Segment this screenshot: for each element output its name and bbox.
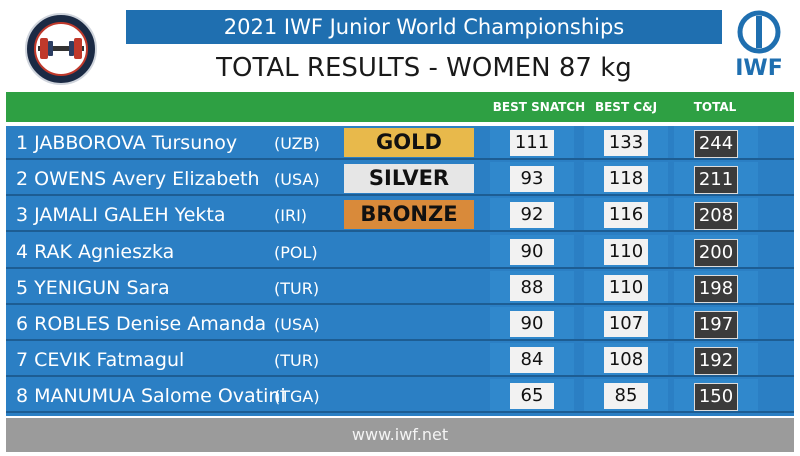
best-cj-value: 116 bbox=[604, 202, 648, 229]
athlete-nation: (TUR) bbox=[274, 351, 320, 371]
athlete-nation: (IRI) bbox=[274, 206, 308, 226]
total-value: 208 bbox=[694, 202, 738, 231]
athlete-name: 2 OWENS Avery Elizabeth bbox=[16, 168, 260, 191]
row-divider bbox=[6, 375, 794, 378]
best-snatch-value: 93 bbox=[510, 166, 554, 193]
table-row: 4 RAK Agnieszka (POL) 90 110 200 bbox=[6, 234, 794, 269]
best-snatch-value: 88 bbox=[510, 274, 554, 301]
footer-url: www.iwf.net bbox=[351, 425, 449, 444]
best-cj-value: 107 bbox=[604, 311, 648, 337]
athlete-nation: (UZB) bbox=[274, 134, 320, 153]
row-divider bbox=[6, 411, 794, 414]
total-value: 200 bbox=[694, 238, 738, 267]
results-board: 2021 IWF Junior World Championships TOTA… bbox=[6, 4, 794, 452]
athlete-nation: (TUR) bbox=[274, 278, 320, 298]
results-table: 1 JABBOROVA Tursunoy (UZB) GOLD 111 133 244 2 … bbox=[6, 126, 794, 416]
athlete-nation: (USA) bbox=[274, 315, 320, 334]
championship-logo-icon bbox=[25, 13, 97, 85]
athlete-nation: (TGA) bbox=[274, 387, 320, 407]
row-divider bbox=[6, 302, 794, 305]
medal-badge: BRONZE bbox=[344, 200, 474, 230]
best-snatch-value: 111 bbox=[510, 130, 554, 156]
table-row: 1 JABBOROVA Tursunoy (UZB) GOLD 111 133 244 bbox=[6, 126, 794, 160]
athlete-name: 7 CEVIK Fatmagul bbox=[16, 349, 185, 372]
table-row: 3 JAMALI GALEH Yekta (IRI) BRONZE 92 116 208 bbox=[6, 198, 794, 233]
table-row: 6 ROBLES Denise Amanda (USA) 90 107 197 bbox=[6, 307, 794, 341]
page-title: TOTAL RESULTS - WOMEN 87 kg bbox=[216, 53, 632, 83]
iwf-emblem-icon bbox=[737, 10, 781, 54]
table-row: 5 YENIGUN Sara (TUR) 88 110 198 bbox=[6, 270, 794, 305]
best-cj-value: 108 bbox=[604, 347, 648, 374]
row-divider bbox=[6, 266, 794, 269]
athlete-name: 8 MANUMUA Salome Ovatini bbox=[16, 385, 286, 408]
medal-badge: GOLD bbox=[344, 128, 474, 157]
athlete-name: 6 ROBLES Denise Amanda bbox=[16, 313, 267, 335]
total-value: 192 bbox=[694, 347, 738, 376]
athlete-nation: (USA) bbox=[274, 170, 320, 190]
best-cj-value: 110 bbox=[604, 238, 648, 265]
event-band: 2021 IWF Junior World Championships bbox=[126, 10, 722, 44]
column-header-row: BEST SNATCH BEST C&J TOTAL bbox=[6, 92, 794, 122]
athlete-nation: (POL) bbox=[274, 242, 318, 262]
row-divider bbox=[6, 230, 794, 233]
row-divider bbox=[6, 339, 794, 341]
medal-badge: SILVER bbox=[344, 164, 474, 194]
best-snatch-value: 84 bbox=[510, 347, 554, 374]
best-snatch-value: 90 bbox=[510, 311, 554, 337]
total-value: 244 bbox=[694, 130, 738, 158]
table-row: 8 MANUMUA Salome Ovatini (TGA) 65 85 150 bbox=[6, 379, 794, 414]
footer: www.iwf.net bbox=[6, 418, 794, 452]
best-cj-value: 85 bbox=[604, 383, 648, 410]
best-snatch-value: 90 bbox=[510, 238, 554, 265]
column-header-snatch: BEST SNATCH bbox=[492, 100, 586, 114]
row-divider bbox=[6, 158, 794, 160]
best-cj-value: 133 bbox=[604, 130, 648, 156]
athlete-name: 5 YENIGUN Sara bbox=[16, 276, 170, 299]
table-row: 2 OWENS Avery Elizabeth (USA) SILVER 93 118 2… bbox=[6, 162, 794, 197]
total-value: 150 bbox=[694, 383, 738, 412]
total-value: 211 bbox=[694, 166, 738, 195]
column-header-total: TOTAL bbox=[693, 100, 737, 114]
table-row: 7 CEVIK Fatmagul (TUR) 84 108 192 bbox=[6, 343, 794, 378]
column-header-cj: BEST C&J bbox=[594, 100, 658, 114]
row-divider bbox=[6, 194, 794, 197]
best-snatch-value: 92 bbox=[510, 202, 554, 229]
total-value: 197 bbox=[694, 311, 738, 339]
total-value: 198 bbox=[694, 274, 738, 303]
best-snatch-value: 65 bbox=[510, 383, 554, 410]
athlete-name: 4 RAK Agnieszka bbox=[16, 240, 175, 263]
athlete-name: 1 JABBOROVA Tursunoy bbox=[16, 132, 238, 154]
best-cj-value: 118 bbox=[604, 166, 648, 193]
athlete-name: 3 JAMALI GALEH Yekta bbox=[16, 204, 226, 227]
iwf-brand-text: IWF bbox=[735, 56, 783, 81]
best-cj-value: 110 bbox=[604, 274, 648, 301]
iwf-logo: IWF bbox=[726, 10, 792, 88]
header: 2021 IWF Junior World Championships TOTA… bbox=[6, 4, 794, 90]
